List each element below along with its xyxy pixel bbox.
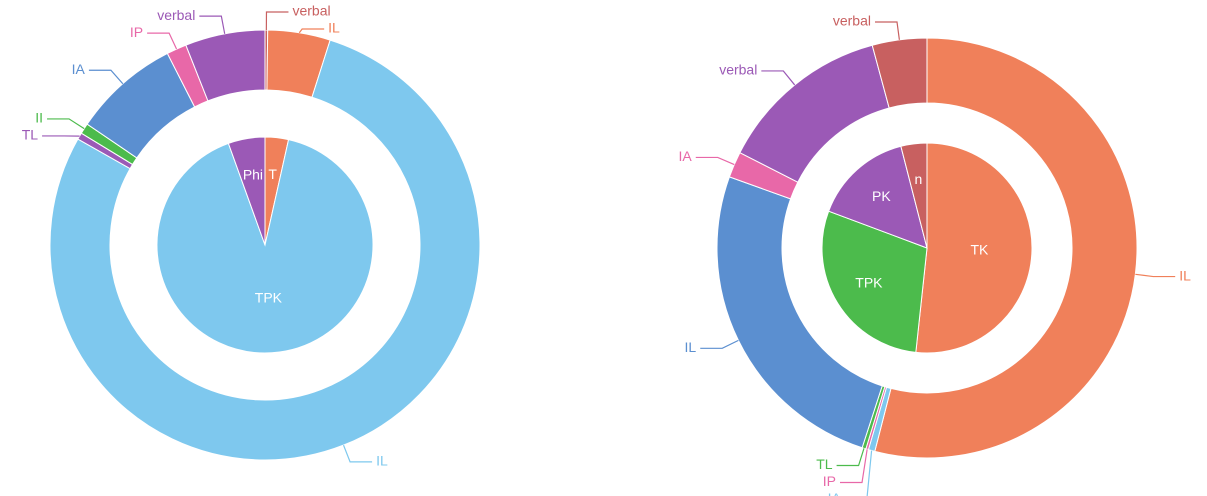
- slice-label: TL: [22, 127, 39, 143]
- slice-label: TL: [816, 456, 833, 472]
- slice-label: T: [268, 166, 277, 182]
- slice-label: verbal: [719, 62, 757, 78]
- slice-label: Phi: [243, 167, 263, 183]
- leader-line: [875, 21, 900, 40]
- slice: [185, 29, 266, 102]
- slice: [900, 142, 928, 249]
- slice: [874, 37, 1138, 459]
- slice-label: IA: [72, 61, 86, 77]
- slice-label: TPK: [855, 275, 883, 291]
- leader-line: [836, 448, 865, 467]
- slice: [871, 37, 928, 109]
- slice-label: IA: [679, 148, 693, 164]
- leader-line: [147, 32, 178, 50]
- slice-label: TPK: [255, 290, 283, 306]
- leader-line: [342, 444, 373, 463]
- slice: [821, 210, 928, 353]
- leader-line: [840, 449, 868, 484]
- slice: [227, 136, 266, 246]
- slice: [156, 139, 374, 354]
- leader-line: [199, 15, 226, 34]
- slice-label: IP: [823, 473, 836, 489]
- slice-label: II: [35, 110, 43, 126]
- slice-label: verbal: [833, 13, 871, 29]
- slice-label: IA: [828, 490, 842, 496]
- slice-label: IP: [130, 24, 143, 40]
- slice-label: n: [915, 171, 923, 187]
- leader-line: [298, 28, 325, 34]
- slice-label: IL: [376, 453, 388, 469]
- slice-label: TK: [970, 242, 989, 258]
- leader-line: [1135, 273, 1176, 278]
- slice: [49, 39, 481, 461]
- leader-line: [866, 450, 873, 496]
- leader-line: [700, 339, 739, 349]
- slice-label: verbal: [157, 7, 195, 23]
- leader-line: [265, 11, 289, 31]
- slice-label: PK: [872, 188, 891, 204]
- leader-line: [761, 70, 796, 86]
- slice-label: verbal: [292, 3, 330, 19]
- slice-label: IL: [328, 20, 340, 36]
- slice: [915, 142, 1033, 354]
- slice-label: IL: [1179, 267, 1191, 283]
- slice: [828, 145, 928, 249]
- leader-line: [47, 118, 85, 130]
- leader-line: [88, 69, 124, 85]
- slice-label: IL: [685, 339, 697, 355]
- leader-line: [695, 156, 735, 166]
